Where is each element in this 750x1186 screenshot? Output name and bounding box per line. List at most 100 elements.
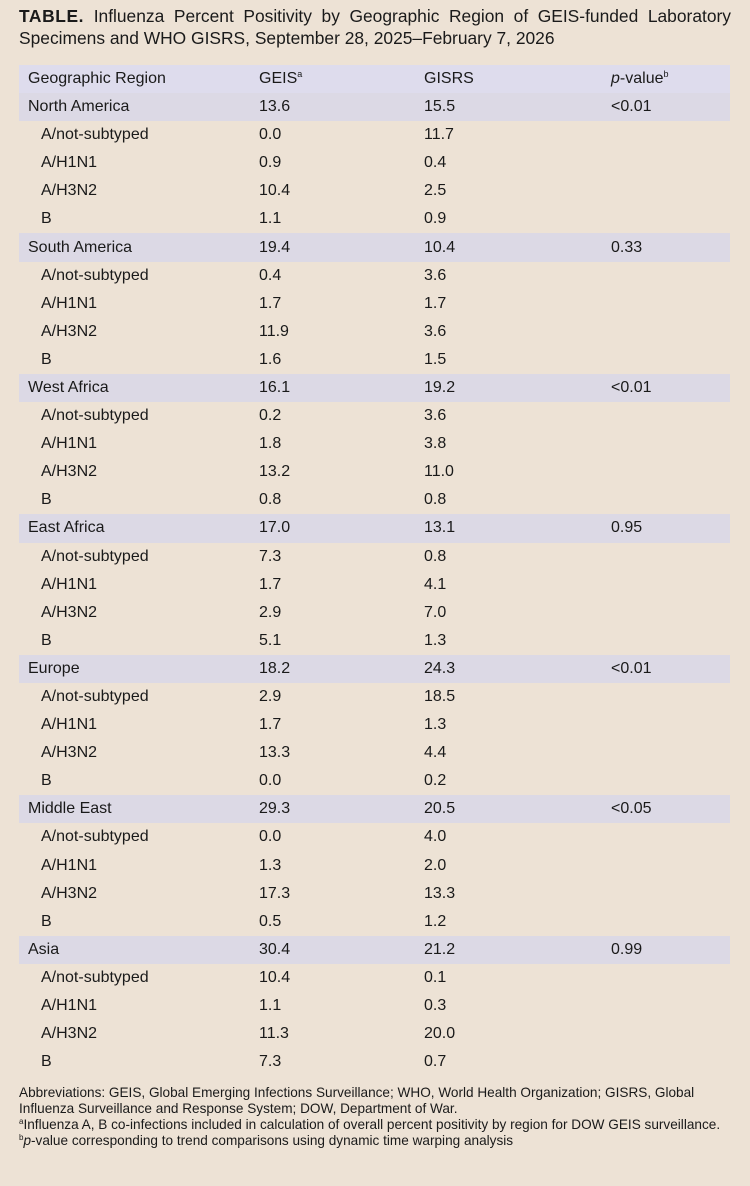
gisrs-value: 0.7 xyxy=(424,1053,447,1071)
p-value-empty xyxy=(547,767,730,795)
region-row: South America 19.4 10.4 0.33 xyxy=(19,233,730,262)
region-row: West Africa 16.1 19.2 <0.01 xyxy=(19,373,730,403)
gisrs-value: 24.3 xyxy=(377,654,547,683)
gisrs-value: 2.5 xyxy=(424,182,447,200)
geis-value: 0.2 xyxy=(259,407,282,425)
geis-value: 10.4 xyxy=(259,968,291,986)
p-value-empty xyxy=(547,908,730,936)
subtype-row: A/not-subtyped 0.0 4.0 xyxy=(19,823,730,851)
subtype-name: A/H3N2 xyxy=(41,744,98,762)
geis-value: 2.9 xyxy=(259,603,282,621)
p-value-empty xyxy=(547,1048,730,1076)
p-value-empty xyxy=(547,262,730,290)
gisrs-value: 1.3 xyxy=(424,631,447,649)
subtype-row: B 0.0 0.2 xyxy=(19,767,730,795)
p-value-empty xyxy=(547,964,730,992)
p-value-empty xyxy=(547,121,730,149)
subtype-row: A/not-subtyped 7.3 0.8 xyxy=(19,543,730,571)
geis-value: 1.7 xyxy=(259,575,282,593)
table-title-text: Influenza Percent Positivity by Geograph… xyxy=(19,6,731,48)
gisrs-value: 0.8 xyxy=(424,491,447,509)
p-value-empty xyxy=(547,543,730,571)
p-value-empty xyxy=(547,346,730,374)
subtype-name: A/H1N1 xyxy=(41,294,98,312)
geis-value: 0.0 xyxy=(259,772,282,790)
table-body: North America 13.6 15.5 <0.01 A/not-subtyped… xyxy=(19,93,730,1076)
subtype-name: A/not-subtyped xyxy=(41,968,149,986)
gisrs-value: 0.2 xyxy=(424,772,447,790)
subtype-name: A/not-subtyped xyxy=(41,407,149,425)
subtype-row: A/H1N1 0.9 0.4 xyxy=(19,149,730,177)
geis-value: 1.8 xyxy=(259,435,282,453)
subtype-name: A/not-subtyped xyxy=(41,688,149,706)
subtype-row: B 0.8 0.8 xyxy=(19,486,730,514)
p-value-empty xyxy=(547,880,730,908)
geis-value: 1.1 xyxy=(259,210,282,228)
footnote-b-marker: b xyxy=(663,69,669,79)
subtype-name: B xyxy=(41,912,52,930)
subtype-row: A/H1N1 1.7 1.7 xyxy=(19,290,730,318)
gisrs-value: 4.4 xyxy=(424,744,447,762)
subtype-row: A/H3N2 10.4 2.5 xyxy=(19,177,730,205)
subtype-row: A/H1N1 1.7 1.3 xyxy=(19,711,730,739)
p-value-empty xyxy=(547,683,730,711)
footnote-a-marker: a xyxy=(297,69,303,79)
geis-value: 5.1 xyxy=(259,631,282,649)
geis-value: 1.7 xyxy=(259,716,282,734)
gisrs-value: 1.3 xyxy=(424,716,447,734)
region-name: North America xyxy=(19,93,227,122)
subtype-name: B xyxy=(41,772,52,790)
geis-value: 30.4 xyxy=(227,935,377,964)
gisrs-value: 19.2 xyxy=(377,373,547,403)
subtype-row: A/not-subtyped 0.2 3.6 xyxy=(19,402,730,430)
subtype-row: A/not-subtyped 0.0 11.7 xyxy=(19,121,730,149)
geis-value: 13.6 xyxy=(227,93,377,122)
geis-value: 16.1 xyxy=(227,373,377,403)
subtype-row: B 7.3 0.7 xyxy=(19,1048,730,1076)
p-value-empty xyxy=(547,627,730,655)
subtype-row: A/H3N2 17.3 13.3 xyxy=(19,880,730,908)
header-pvalue: p-valueb xyxy=(547,65,730,93)
subtype-name: A/H1N1 xyxy=(41,716,98,734)
gisrs-value: 4.0 xyxy=(424,828,447,846)
region-name: Middle East xyxy=(19,795,227,824)
gisrs-value: 0.4 xyxy=(424,154,447,172)
subtype-row: A/H1N1 1.8 3.8 xyxy=(19,430,730,458)
geis-value: 29.3 xyxy=(227,795,377,824)
gisrs-value: 20.0 xyxy=(424,1025,456,1043)
p-value-empty xyxy=(547,739,730,767)
subtype-row: A/H3N2 11.9 3.6 xyxy=(19,318,730,346)
region-name: West Africa xyxy=(19,373,227,403)
gisrs-value: 3.6 xyxy=(424,266,447,284)
subtype-name: A/H3N2 xyxy=(41,603,98,621)
geis-value: 10.4 xyxy=(259,182,291,200)
region-name: East Africa xyxy=(19,514,227,543)
data-table: Geographic Region GEISa GISRS p-valueb N… xyxy=(19,65,730,1076)
subtype-name: A/H3N2 xyxy=(41,322,98,340)
gisrs-value: 0.9 xyxy=(424,210,447,228)
geis-value: 0.8 xyxy=(259,491,282,509)
geis-value: 17.3 xyxy=(259,884,291,902)
subtype-name: B xyxy=(41,491,52,509)
p-value: 0.33 xyxy=(547,233,730,262)
gisrs-value: 21.2 xyxy=(377,935,547,964)
subtype-row: A/H1N1 1.7 4.1 xyxy=(19,571,730,599)
subtype-name: A/H3N2 xyxy=(41,884,98,902)
subtype-row: B 1.6 1.5 xyxy=(19,346,730,374)
p-value: <0.05 xyxy=(547,795,730,824)
geis-value: 11.3 xyxy=(259,1025,289,1043)
subtype-row: A/H3N2 2.9 7.0 xyxy=(19,599,730,627)
p-value: 0.99 xyxy=(547,935,730,964)
gisrs-value: 10.4 xyxy=(377,233,547,262)
p-value-empty xyxy=(547,1020,730,1048)
subtype-name: A/H1N1 xyxy=(41,856,98,874)
p-value: <0.01 xyxy=(547,93,730,122)
gisrs-value: 0.3 xyxy=(424,997,447,1015)
header-geis: GEISa xyxy=(227,65,377,93)
subtype-name: A/H1N1 xyxy=(41,435,98,453)
geis-value: 18.2 xyxy=(227,654,377,683)
subtype-name: A/not-subtyped xyxy=(41,828,149,846)
subtype-row: A/not-subtyped 0.4 3.6 xyxy=(19,262,730,290)
geis-value: 0.4 xyxy=(259,266,282,284)
geis-value: 13.3 xyxy=(259,744,291,762)
